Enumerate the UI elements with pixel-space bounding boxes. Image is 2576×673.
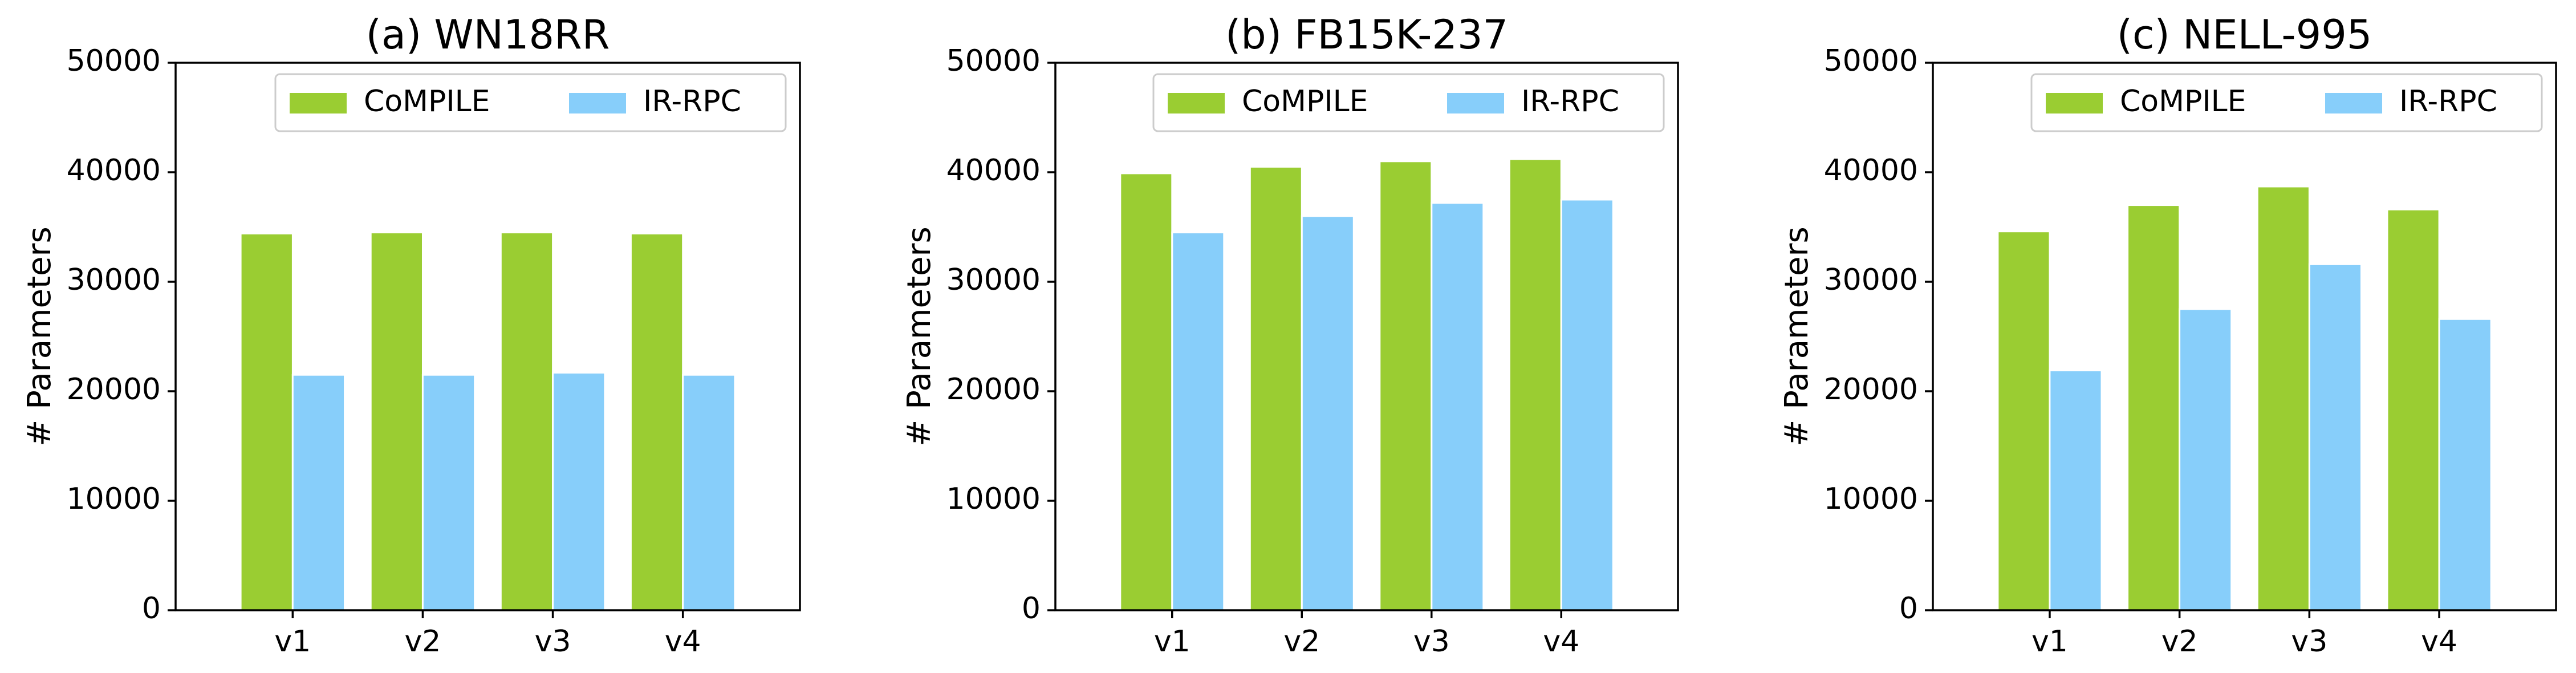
y-ticks: 0 10000 20000 30000 40000 50000 — [67, 44, 176, 626]
bar-ir-rpc-v1 — [1171, 232, 1225, 611]
plot-frame — [1932, 62, 2557, 611]
chart-panel-nell-995: (c) NELL-995 # Parameters 0 10000 20000 300… — [1778, 11, 2557, 659]
x-tick-label: v2 — [2161, 625, 2198, 659]
legend-label-compile: CoMPILE — [364, 84, 490, 119]
x-tick-label: v3 — [2291, 625, 2327, 659]
y-tick-label: 50000 — [1824, 44, 1918, 78]
bar-ir-rpc-v4 — [2438, 318, 2492, 611]
bar-compile-v2 — [1249, 165, 1303, 611]
x-tick-label: v2 — [1283, 625, 1320, 659]
legend-swatch-ir-rpc — [2325, 93, 2382, 113]
y-tick-label: 40000 — [1824, 153, 1918, 188]
bar-compile-v4 — [2386, 208, 2440, 611]
legend-label-compile: CoMPILE — [2120, 84, 2246, 119]
bar-compile-v2 — [2127, 204, 2181, 611]
bar-ir-rpc-v3 — [1431, 202, 1485, 611]
y-tick-label: 50000 — [946, 44, 1041, 78]
y-tick-label: 30000 — [1824, 263, 1918, 297]
legend-swatch-ir-rpc — [569, 93, 626, 113]
x-ticks: v1 v2 v3 v4 — [1154, 610, 1579, 659]
legend: CoMPILE IR-RPC — [2030, 73, 2543, 132]
y-tick-label: 20000 — [67, 372, 161, 407]
chart-title: (b) FB15K-237 — [1225, 11, 1508, 58]
bar-compile-v3 — [499, 232, 554, 611]
chart-panel-wn18rr: (a) WN18RR # Parameters 0 10000 20000 30000… — [21, 11, 801, 659]
bar-ir-rpc-v3 — [2308, 263, 2362, 611]
bars-group — [1119, 158, 1614, 611]
legend: CoMPILE IR-RPC — [1152, 73, 1665, 132]
y-tick-label: 0 — [142, 591, 161, 626]
legend-label-ir-rpc: IR-RPC — [643, 84, 741, 119]
y-tick-label: 40000 — [67, 153, 161, 188]
bar-compile-v3 — [1379, 160, 1433, 611]
y-axis-label: # Parameters — [901, 226, 938, 446]
bar-ir-rpc-v1 — [291, 374, 346, 611]
y-tick-label: 0 — [1022, 591, 1041, 626]
y-axis-label: # Parameters — [1778, 226, 1815, 446]
bar-compile-v1 — [1119, 172, 1173, 611]
y-tick-label: 20000 — [946, 372, 1041, 407]
bar-compile-v1 — [239, 233, 294, 611]
y-tick-label: 30000 — [67, 263, 161, 297]
bar-ir-rpc-v4 — [1560, 198, 1614, 611]
legend-box — [274, 73, 787, 132]
bar-compile-v3 — [2256, 185, 2310, 611]
x-tick-label: v1 — [2031, 625, 2068, 659]
chart-title: (c) NELL-995 — [2117, 11, 2372, 58]
y-axis-label: # Parameters — [21, 226, 58, 446]
bar-ir-rpc-v2 — [1301, 215, 1355, 611]
x-tick-label: v1 — [1154, 625, 1191, 659]
x-tick-label: v2 — [405, 625, 441, 659]
y-tick-label: 0 — [1899, 591, 1918, 626]
legend-swatch-compile — [1168, 93, 1225, 113]
x-tick-label: v4 — [2421, 625, 2457, 659]
legend: CoMPILE IR-RPC — [274, 73, 787, 132]
y-tick-label: 40000 — [946, 153, 1041, 188]
legend-swatch-compile — [290, 93, 347, 113]
x-ticks: v1 v2 v3 v4 — [274, 610, 701, 659]
bar-ir-rpc-v2 — [2179, 308, 2233, 611]
legend-swatch-compile — [2046, 93, 2103, 113]
y-tick-label: 10000 — [1824, 482, 1918, 516]
legend-label-ir-rpc: IR-RPC — [1521, 84, 1619, 119]
legend-box — [1152, 73, 1665, 132]
bar-compile-v4 — [629, 233, 684, 611]
bars-group — [1997, 185, 2492, 611]
y-ticks: 0 10000 20000 30000 40000 50000 — [1824, 44, 1933, 626]
bar-ir-rpc-v4 — [682, 374, 736, 611]
y-tick-label: 10000 — [946, 482, 1041, 516]
legend-box — [2030, 73, 2543, 132]
x-tick-label: v3 — [1413, 625, 1450, 659]
chart-title: (a) WN18RR — [366, 11, 610, 58]
x-tick-label: v4 — [665, 625, 701, 659]
y-tick-label: 10000 — [67, 482, 161, 516]
bar-ir-rpc-v1 — [2049, 370, 2103, 611]
bar-compile-v1 — [1997, 230, 2051, 611]
bar-compile-v2 — [369, 232, 424, 611]
legend-swatch-ir-rpc — [1447, 93, 1504, 113]
y-tick-label: 50000 — [67, 44, 161, 78]
legend-label-compile: CoMPILE — [1242, 84, 1368, 119]
y-ticks: 0 10000 20000 30000 40000 50000 — [946, 44, 1055, 626]
bar-ir-rpc-v2 — [421, 374, 476, 611]
x-tick-label: v3 — [535, 625, 571, 659]
x-ticks: v1 v2 v3 v4 — [2031, 610, 2457, 659]
plot-frame — [174, 62, 801, 611]
y-tick-label: 20000 — [1824, 372, 1918, 407]
bar-ir-rpc-v3 — [552, 371, 606, 611]
plot-frame — [1054, 62, 1679, 611]
x-tick-label: v1 — [274, 625, 311, 659]
chart-panel-fb15k-237: (b) FB15K-237 # Parameters 0 10000 20000 30… — [901, 11, 1679, 659]
bar-compile-v4 — [1508, 158, 1562, 611]
legend-label-ir-rpc: IR-RPC — [2399, 84, 2497, 119]
bars-group — [239, 232, 736, 611]
x-tick-label: v4 — [1543, 625, 1579, 659]
y-tick-label: 30000 — [946, 263, 1041, 297]
